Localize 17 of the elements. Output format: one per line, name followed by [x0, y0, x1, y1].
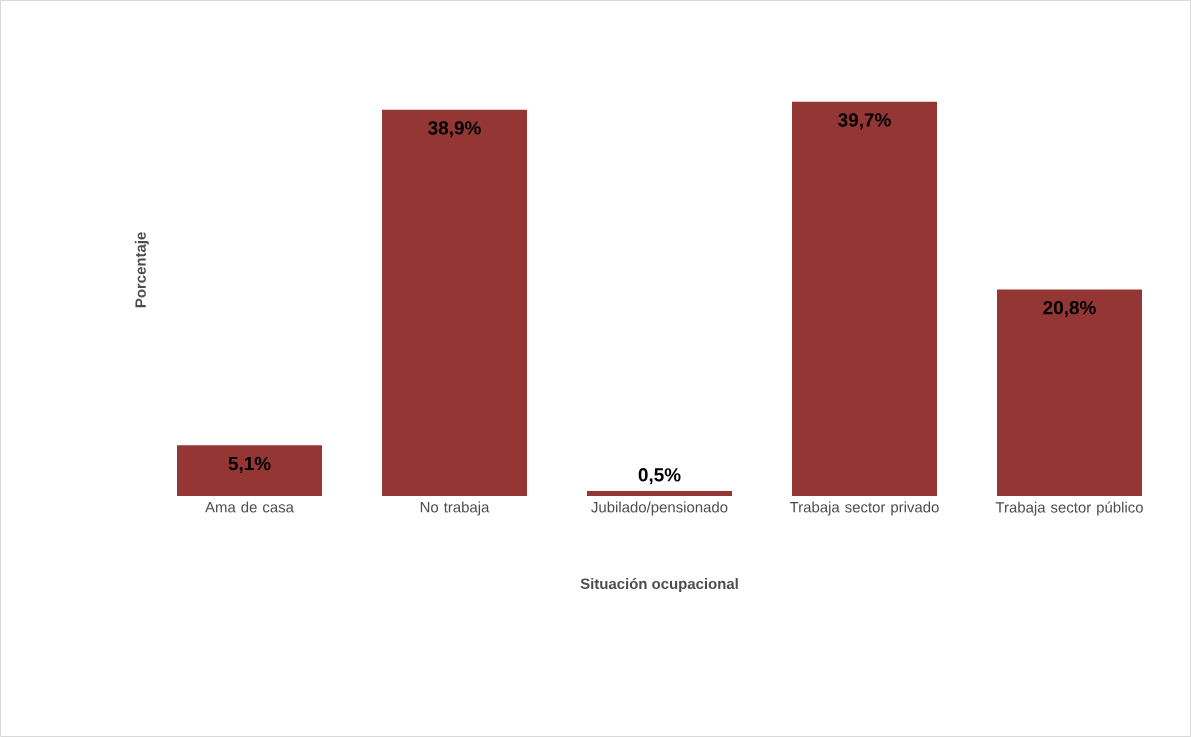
x-tick-label: Trabaja sector privado [789, 501, 939, 516]
x-axis-title: Situación ocupacional [580, 577, 738, 593]
bar [996, 289, 1142, 496]
bar [792, 101, 937, 496]
x-tick-label: Trabaja sector público [995, 501, 1143, 516]
y-axis-title: Porcentaje [134, 232, 149, 308]
data-label: 20,8% [1043, 300, 1096, 318]
data-label: 0,5% [638, 468, 681, 485]
bar [177, 445, 322, 496]
data-label: 38,9% [428, 121, 481, 138]
x-tick-label: Jubilado/pensionado [591, 501, 728, 516]
bar [587, 491, 732, 496]
bar [382, 109, 527, 496]
x-tick-label: No trabaja [420, 501, 490, 516]
data-label: 5,1% [228, 456, 271, 473]
data-label: 39,7% [838, 113, 891, 130]
x-tick-label: Ama de casa [205, 501, 294, 513]
